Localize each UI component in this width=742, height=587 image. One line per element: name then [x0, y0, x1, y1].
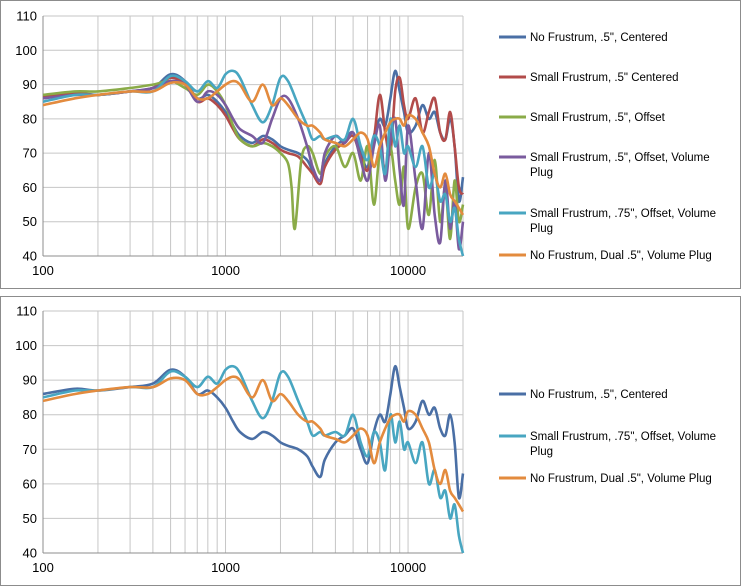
y-tick-label: 110: [16, 304, 37, 319]
legend: No Frustrum, .5", Centered Small Frustrum…: [499, 32, 716, 262]
series-line-1: [43, 364, 465, 500]
chart-top: 40 50 60 70 80 90 100 110 100 1000 10000 No Frustru…: [15, 9, 716, 279]
y-tick-label: 60: [23, 180, 37, 195]
legend-label: Small Frustrum, .75", Offset, Volume: [530, 431, 716, 443]
y-tick-label: 40: [23, 249, 37, 264]
legend-label: No Frustrum, Dual .5", Volume Plug: [530, 473, 712, 485]
y-tick-label: 70: [23, 442, 37, 457]
legend-label: Plug: [530, 167, 553, 179]
x-tick-label: 100: [32, 263, 54, 278]
legend-label: Plug: [530, 446, 553, 458]
y-tick-label: 100: [15, 43, 37, 58]
legend-label: Small Frustrum, .5", Offset: [530, 112, 666, 124]
series-line-6: [43, 79, 465, 216]
x-tick-label: 1000: [211, 263, 240, 278]
y-tick-label: 90: [23, 373, 37, 388]
series-group: [43, 364, 465, 553]
series-group: [43, 69, 465, 256]
legend: No Frustrum, .5", Centered Small Frustrum…: [499, 389, 716, 485]
y-tick-label: 60: [23, 476, 37, 491]
x-tick-label: 10000: [390, 263, 426, 278]
x-tick-label: 1000: [211, 560, 240, 575]
y-tick-label: 50: [23, 511, 37, 526]
legend-label: Small Frustrum, .5", Offset, Volume: [530, 152, 710, 164]
chart-panel-bottom: 40 50 60 70 80 90 100 110 100 1000 10000 No Frustru…: [0, 296, 741, 586]
legend-label: No Frustrum, Dual .5", Volume Plug: [530, 250, 712, 262]
legend-label: No Frustrum, .5", Centered: [530, 389, 668, 401]
series-line-2: [43, 364, 465, 553]
x-tick-label: 100: [32, 560, 54, 575]
y-tick-label: 80: [23, 407, 37, 422]
legend-label: No Frustrum, .5", Centered: [530, 32, 668, 44]
x-tick-label: 10000: [390, 560, 426, 575]
y-tick-label: 70: [23, 146, 37, 161]
series-line-3: [43, 375, 465, 513]
chart-panel-top: 40 50 60 70 80 90 100 110 100 1000 10000 No Frustru…: [0, 0, 741, 289]
legend-label: Plug: [530, 223, 553, 235]
y-tick-label: 40: [23, 546, 37, 561]
legend-label: Small Frustrum, .75", Offset, Volume: [530, 208, 716, 220]
y-tick-label: 100: [15, 338, 37, 353]
y-tick-label: 50: [23, 214, 37, 229]
y-tick-label: 80: [23, 111, 37, 126]
y-tick-label: 90: [23, 77, 37, 92]
y-tick-label: 110: [16, 9, 37, 24]
chart-bottom: 40 50 60 70 80 90 100 110 100 1000 10000 No Frustru…: [15, 304, 716, 576]
series-line-5: [43, 69, 465, 256]
legend-label: Small Frustrum, .5" Centered: [530, 72, 679, 84]
grid: [42, 310, 464, 554]
